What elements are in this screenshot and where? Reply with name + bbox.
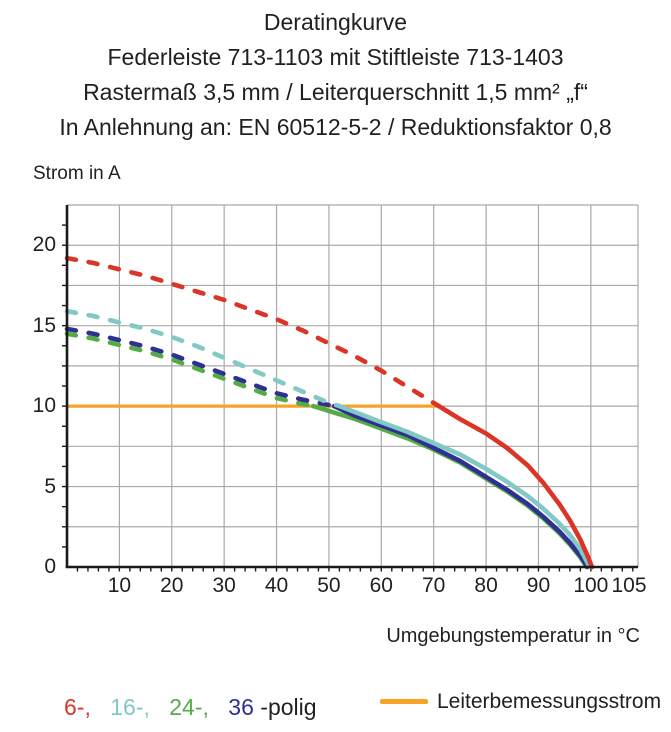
x-tick-label: 80 (474, 574, 498, 597)
x-tick-label: 100 (573, 574, 609, 597)
series-36-polig-dashed (64, 326, 337, 409)
reference-legend-label: Leiterbemessungsstrom (437, 690, 662, 713)
series-6-polig-solid (436, 403, 595, 570)
x-tick-label: 60 (369, 574, 393, 597)
x-tick-label: 10 (107, 574, 132, 597)
x-tick-label: 40 (264, 574, 289, 597)
y-tick-label: 10 (32, 394, 56, 418)
legend-pole-24: 24-, (169, 694, 209, 720)
chart-area: 0 5 10 15 20 10 20 30 40 50 60 70 80 90 100 105 (0, 204, 671, 605)
subtitle-standard: In Anlehnung an: EN 60512-5-2 / Reduktio… (59, 114, 612, 140)
subtitle-part-numbers: Federleiste 713-1103 mit Stiftleiste 713… (107, 44, 564, 70)
x-tick-label: 70 (422, 574, 446, 597)
series-36-polig-solid (331, 403, 591, 570)
title-block: Deratingkurve Federleiste 713-1103 mit S… (0, 5, 671, 145)
y-tick-label: 5 (44, 474, 56, 498)
y-tick-label: 20 (32, 233, 56, 257)
poles-legend: 6-, 16-, 24-, 36 -polig (64, 694, 317, 721)
x-axis-title: Umgebungstemperatur in °C (386, 625, 640, 647)
x-tick-label: 90 (526, 574, 551, 597)
y-axis-title: Strom in A (33, 163, 121, 184)
legend-pole-36: 36 (228, 694, 254, 720)
series-16-polig-dashed (64, 308, 342, 409)
subtitle-pitch-cross-section: Rastermaß 3,5 mm / Leiterquerschnitt 1,5… (83, 79, 588, 105)
legend-pole-16: 16-, (110, 694, 150, 720)
orange-line-swatch (380, 699, 428, 704)
chart-title: Deratingkurve (263, 9, 408, 35)
series-24-polig-dashed (64, 331, 316, 409)
derating-chart-plot (62, 204, 639, 572)
legend-pole-6: 6-, (64, 694, 91, 720)
x-tick-label: 30 (212, 574, 236, 597)
series-6-polig-dashed (64, 255, 442, 409)
x-tick-label: 20 (160, 574, 184, 597)
legend-polig-suffix: -polig (260, 694, 317, 720)
x-tick-label: 105 (611, 574, 647, 597)
y-tick-label: 0 (44, 555, 56, 578)
y-tick-label: 15 (32, 313, 56, 337)
series-16-polig-solid (337, 403, 593, 570)
x-tick-label: 50 (317, 574, 341, 597)
